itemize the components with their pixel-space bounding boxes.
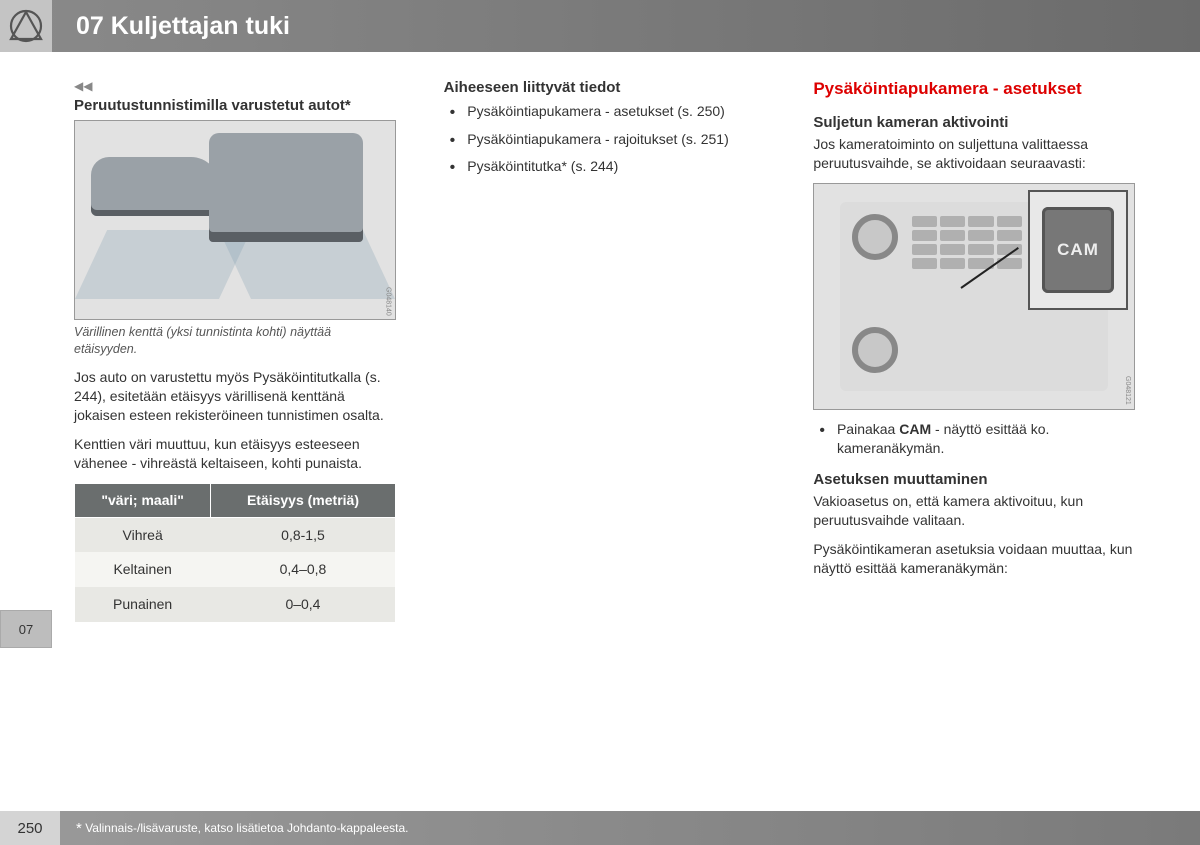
page-number: 250: [0, 811, 60, 845]
list-item: Pysäköintiapukamera - asetukset (s. 250): [444, 102, 766, 124]
col3-sub1: Suljetun kameran aktivointi: [813, 113, 1135, 133]
table-row: Vihreä 0,8-1,5: [75, 517, 396, 552]
col3-sub2: Asetuksen muuttaminen: [813, 470, 1135, 490]
content-columns: ◀◀ Peruutustunnistimilla varustetut auto…: [0, 52, 1200, 622]
page-header: 07 Kuljettajan tuki: [0, 0, 1200, 52]
col1-heading: Peruutustunnistimilla varustetut autot*: [74, 96, 396, 116]
footnote: * Valinnais-/lisävaruste, katso lisätiet…: [60, 820, 408, 837]
table-header-distance: Etäisyys (metriä): [211, 483, 395, 517]
cell-distance: 0,4–0,8: [211, 552, 395, 587]
column-1: ◀◀ Peruutustunnistimilla varustetut auto…: [74, 78, 396, 622]
column-3: Pysäköintiapukamera - asetukset Suljetun…: [813, 78, 1135, 622]
chapter-side-tab: 07: [0, 610, 52, 648]
col1-p2: Kenttien väri muuttuu, kun etäisyys este…: [74, 435, 396, 473]
chapter-title: 07 Kuljettajan tuki: [52, 12, 290, 41]
cell-color: Vihreä: [75, 517, 211, 552]
col3-heading: Pysäköintiapukamera - asetukset: [813, 78, 1135, 101]
list-item: Pysäköintiapukamera - rajoitukset (s. 25…: [444, 130, 766, 152]
bullet-text: Painakaa: [837, 421, 899, 437]
continuation-icon: ◀◀: [74, 78, 396, 94]
reversing-camera-illustration: G048140: [74, 120, 396, 320]
table-row: Keltainen 0,4–0,8: [75, 552, 396, 587]
image-code: G048140: [383, 287, 392, 316]
related-link: Pysäköintiapukamera - rajoitukset (s. 25…: [467, 130, 728, 152]
page-footer: 250 * Valinnais-/lisävaruste, katso lisä…: [0, 811, 1200, 845]
cam-instruction-bullet: Painakaa CAM - näyttö esittää ko. kamera…: [813, 420, 1135, 458]
cell-distance: 0–0,4: [211, 587, 395, 622]
table-header-color: "väri; maali": [75, 483, 211, 517]
cell-color: Punainen: [75, 587, 211, 622]
footnote-text: Valinnais-/lisävaruste, katso lisätietoa…: [85, 821, 408, 835]
related-info-list: Pysäköintiapukamera - asetukset (s. 250)…: [444, 102, 766, 179]
cam-button-illustration: CAM G048121: [813, 183, 1135, 410]
col3-p3: Pysäköintikameran asetuksia voidaan muut…: [813, 540, 1135, 578]
col3-p2: Vakioasetus on, että kamera aktivoituu, …: [813, 492, 1135, 530]
bullet-cam-bold: CAM: [899, 421, 931, 437]
col1-caption: Värillinen kenttä (yksi tunnistinta koht…: [74, 324, 396, 358]
cell-distance: 0,8-1,5: [211, 517, 395, 552]
column-2: Aiheeseen liittyvät tiedot Pysäköintiapu…: [444, 78, 766, 622]
list-item: Pysäköintitutka* (s. 244): [444, 157, 766, 179]
image-code: G048121: [1123, 376, 1132, 405]
distance-color-table: "väri; maali" Etäisyys (metriä) Vihreä 0…: [74, 483, 396, 623]
related-link: Pysäköintitutka* (s. 244): [467, 157, 618, 179]
warning-icon: [0, 0, 52, 52]
col2-heading: Aiheeseen liittyvät tiedot: [444, 78, 766, 98]
cell-color: Keltainen: [75, 552, 211, 587]
related-link: Pysäköintiapukamera - asetukset (s. 250): [467, 102, 725, 124]
col1-p1: Jos auto on varustettu myös Pysäköintitu…: [74, 368, 396, 425]
asterisk-icon: *: [76, 820, 82, 837]
col3-p1: Jos kameratoiminto on suljettuna valitta…: [813, 135, 1135, 173]
cam-key-label: CAM: [1042, 207, 1114, 293]
table-row: Punainen 0–0,4: [75, 587, 396, 622]
